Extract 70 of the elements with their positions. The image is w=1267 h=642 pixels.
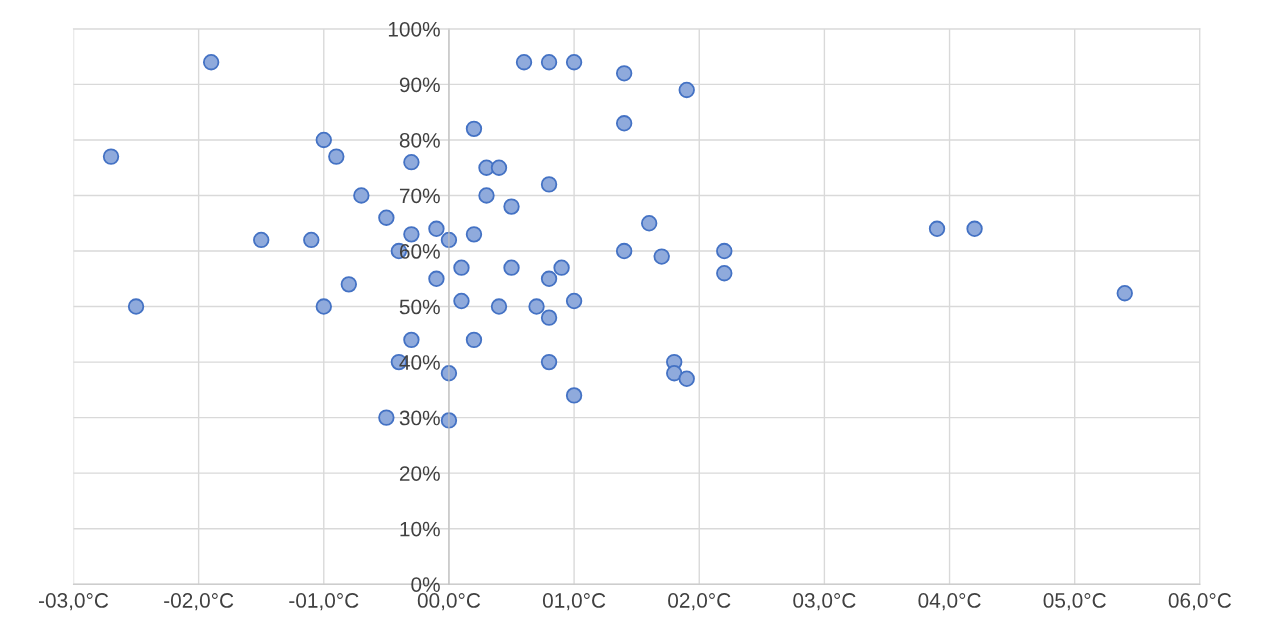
- point: [678, 81, 695, 99]
- point: [102, 148, 120, 165]
- x-tick-label: -02,0°C: [164, 593, 234, 611]
- point: [428, 220, 445, 237]
- point: [465, 226, 483, 243]
- point: [716, 242, 733, 260]
- y-tick-label: 10%: [400, 521, 440, 537]
- y-tick-label: 100%: [388, 21, 440, 37]
- point: [615, 242, 633, 260]
- point: [1116, 285, 1133, 302]
- y-tick-label: 30%: [399, 410, 440, 426]
- point: [966, 220, 983, 237]
- point: [378, 409, 395, 426]
- point: [253, 231, 270, 249]
- point: [127, 298, 145, 315]
- x-tick-label: 01,0°C: [542, 593, 606, 611]
- point: [315, 298, 332, 315]
- x-tick-label: 06,0°C: [1168, 593, 1232, 611]
- point: [553, 259, 570, 276]
- point: [615, 115, 633, 132]
- point: [453, 292, 470, 310]
- point: [453, 259, 470, 276]
- point: [403, 226, 420, 243]
- point: [540, 176, 558, 193]
- point: [666, 365, 683, 382]
- x-tick-label: -03,0°C: [38, 593, 109, 611]
- y-tick-label: 50%: [399, 299, 440, 315]
- point: [353, 187, 370, 204]
- point: [465, 120, 483, 138]
- point: [328, 148, 345, 165]
- point: [428, 270, 445, 287]
- point: [678, 370, 695, 387]
- point: [565, 292, 583, 310]
- x-tick-label: 05,0°C: [1043, 593, 1106, 611]
- point: [565, 54, 583, 71]
- x-tick-label: 03,0°C: [793, 593, 856, 611]
- y-tick-label: 90%: [399, 77, 440, 93]
- point: [640, 215, 658, 232]
- point: [378, 209, 395, 226]
- point: [315, 131, 332, 149]
- point: [478, 187, 495, 204]
- point: [490, 159, 508, 176]
- point: [202, 54, 220, 71]
- point: [565, 387, 583, 404]
- point: [515, 54, 533, 71]
- x-tick-label: 00,0°C: [417, 593, 481, 611]
- point: [403, 153, 420, 171]
- point: [540, 309, 558, 326]
- point: [503, 259, 520, 276]
- point: [928, 220, 946, 237]
- point: [540, 270, 558, 287]
- point: [540, 54, 558, 71]
- point: [716, 265, 733, 282]
- x-tick-label: 04,0°C: [918, 593, 981, 611]
- y-tick-label: 20%: [399, 466, 440, 481]
- point: [528, 298, 545, 315]
- point: [503, 198, 520, 215]
- point: [540, 353, 558, 371]
- point: [403, 331, 420, 349]
- x-tick-label: -01,0°C: [289, 593, 359, 611]
- y-tick-label: 0%: [411, 577, 440, 592]
- x-tick-label: 02,0°C: [668, 593, 731, 611]
- point: [653, 248, 670, 265]
- point: [340, 276, 358, 293]
- y-tick-label: 80%: [399, 132, 440, 148]
- point: [465, 331, 483, 349]
- point: [490, 298, 508, 315]
- point: [303, 231, 320, 249]
- y-tick-label: 70%: [399, 188, 440, 204]
- point: [615, 65, 633, 82]
